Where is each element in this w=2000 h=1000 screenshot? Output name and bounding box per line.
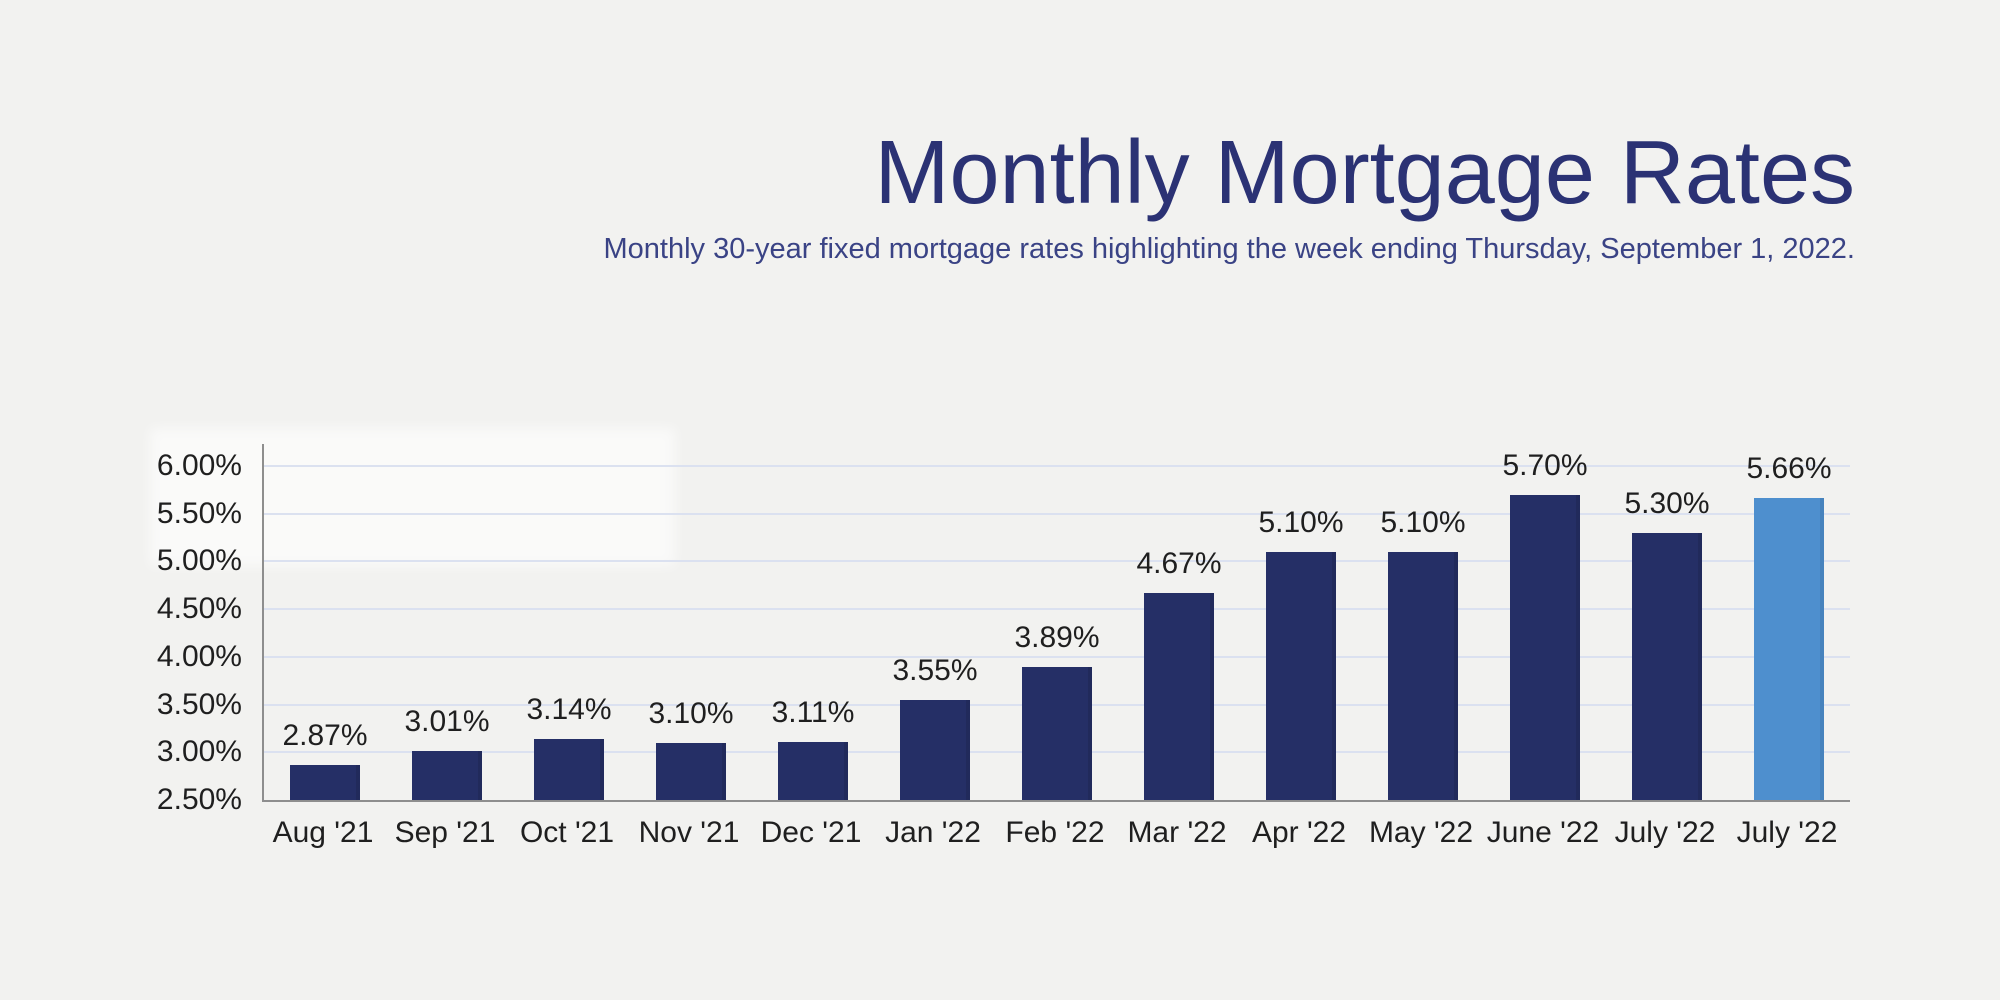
gridline bbox=[264, 608, 1850, 611]
x-tick-label: Dec '21 bbox=[760, 816, 862, 849]
gridline bbox=[264, 655, 1850, 658]
bar bbox=[534, 738, 604, 800]
x-tick-label: Mar '22 bbox=[1127, 816, 1227, 849]
chart-header: Monthly Mortgage Rates Monthly 30-year f… bbox=[603, 126, 1855, 266]
plot-area: 2.87% 3.01% 3.14% 3.10% 3.11% 3.55% 3.89% 4.67%… bbox=[262, 444, 1850, 802]
x-tick-label: Jan '22 bbox=[885, 816, 981, 849]
x-tick-label: Aug '21 bbox=[272, 816, 374, 849]
x-tick-label: July '22 bbox=[1736, 816, 1838, 849]
bar bbox=[412, 751, 482, 800]
gridline bbox=[264, 560, 1850, 563]
x-tick-label: July '22 bbox=[1614, 816, 1716, 849]
gridline bbox=[264, 512, 1850, 515]
bar-value-label: 5.70% bbox=[1502, 448, 1588, 482]
y-tick-label: 3.00% bbox=[156, 735, 242, 769]
y-tick-label: 4.00% bbox=[156, 639, 242, 673]
bar bbox=[1266, 551, 1336, 800]
bar bbox=[778, 741, 848, 800]
bar-value-label: 3.10% bbox=[648, 696, 734, 730]
bar-value-label: 3.55% bbox=[892, 653, 978, 687]
y-tick-label: 6.00% bbox=[156, 449, 242, 482]
y-tick-label: 2.50% bbox=[156, 783, 242, 816]
bar bbox=[290, 764, 360, 800]
x-tick-label: Oct '21 bbox=[519, 816, 615, 849]
bar-highlighted bbox=[1754, 498, 1824, 800]
bar bbox=[656, 742, 726, 800]
y-tick-label: 5.50% bbox=[156, 496, 242, 530]
bar bbox=[1144, 592, 1214, 800]
y-tick-label: 4.50% bbox=[156, 592, 242, 626]
bar bbox=[900, 699, 970, 800]
chart-subtitle: Monthly 30-year fixed mortgage rates hig… bbox=[603, 232, 1855, 265]
x-tick-label: Nov '21 bbox=[638, 816, 740, 849]
bar-value-label: 3.11% bbox=[771, 695, 855, 729]
chart-title: Monthly Mortgage Rates bbox=[874, 123, 1855, 223]
bar-value-label: 5.10% bbox=[1258, 505, 1344, 539]
x-tick-label: Feb '22 bbox=[1005, 816, 1105, 849]
background-highlight-patch bbox=[150, 428, 675, 566]
bar-value-label: 5.66% bbox=[1746, 452, 1832, 486]
bar-value-label: 3.14% bbox=[526, 692, 612, 726]
bar-value-label: 4.67% bbox=[1136, 546, 1222, 580]
x-tick-label: June '22 bbox=[1486, 816, 1600, 849]
bar-value-label: 5.10% bbox=[1380, 505, 1466, 539]
bar bbox=[1510, 494, 1580, 800]
x-tick-label: Apr '22 bbox=[1251, 816, 1347, 849]
bar-value-label: 3.01% bbox=[404, 705, 490, 739]
bar bbox=[1388, 551, 1458, 800]
y-tick-label: 3.50% bbox=[156, 687, 242, 721]
bar bbox=[1632, 532, 1702, 800]
y-tick-label: 5.00% bbox=[156, 544, 242, 578]
bar-value-label: 3.89% bbox=[1014, 621, 1100, 655]
bar-value-label: 5.30% bbox=[1624, 486, 1710, 520]
bar bbox=[1022, 667, 1092, 800]
bar-value-label: 2.87% bbox=[282, 718, 368, 752]
gridline bbox=[264, 465, 1850, 467]
x-tick-label: May '22 bbox=[1368, 816, 1474, 849]
x-tick-label: Sep '21 bbox=[394, 816, 496, 849]
